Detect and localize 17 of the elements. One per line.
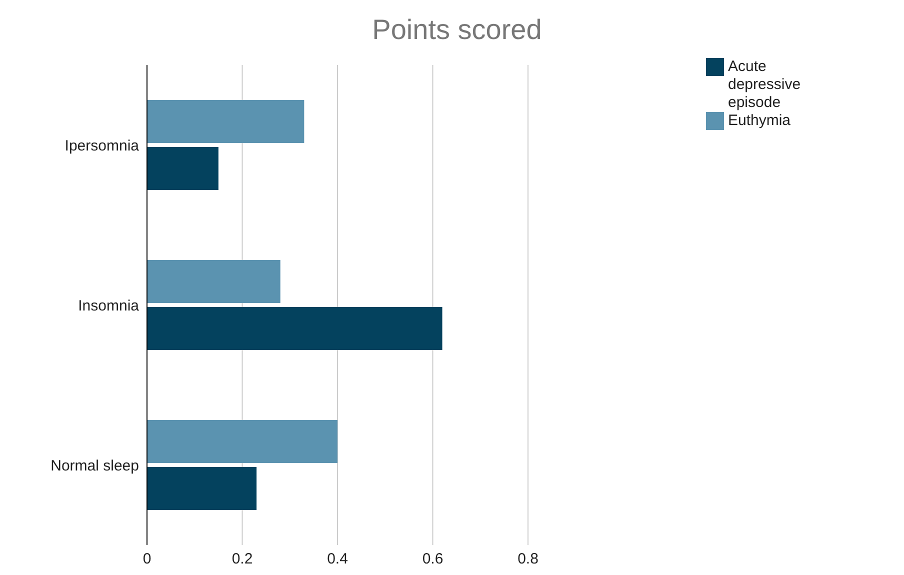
bar — [147, 420, 338, 463]
x-tick-label: 0 — [142, 550, 152, 568]
bar — [147, 100, 304, 143]
x-tick-label: 0.2 — [232, 550, 253, 568]
bar — [147, 147, 218, 190]
y-tick-label: Ipersomnia — [64, 137, 140, 154]
y-tick-label: Insomnia — [78, 297, 140, 314]
x-tick-label: 0.8 — [518, 550, 538, 568]
bar — [147, 467, 257, 510]
bar — [147, 260, 280, 303]
legend-label: Euthymia — [728, 112, 792, 130]
y-tick-label: Normal sleep — [50, 457, 139, 474]
chart-title: Points scored — [371, 13, 543, 47]
legend-label: Acute depressive episode — [728, 58, 802, 112]
x-tick-label: 0.6 — [422, 550, 444, 568]
x-tick-label: 0.4 — [327, 550, 348, 568]
bar — [147, 307, 442, 350]
